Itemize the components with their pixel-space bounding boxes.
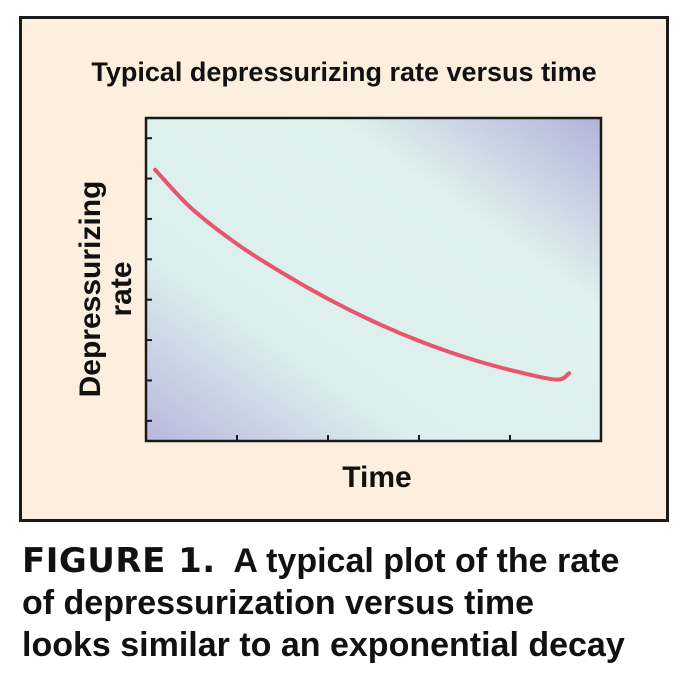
chart-svg bbox=[144, 116, 603, 443]
caption-line-1: FIGURE 1. A typical plot of the rate bbox=[22, 540, 682, 582]
caption-lead: FIGURE 1. bbox=[22, 541, 216, 581]
y-axis-label-line-2: rate bbox=[105, 261, 138, 317]
caption-line-2: of depressurization versus time bbox=[22, 584, 535, 622]
figure-caption: FIGURE 1. A typical plot of the rate of … bbox=[22, 540, 682, 666]
y-axis-label: Depressurizing rate bbox=[74, 159, 138, 419]
y-axis-label-line-1: Depressurizing bbox=[74, 180, 107, 398]
figure-panel: Typical depressurizing rate versus time … bbox=[19, 16, 669, 522]
x-axis-ticks bbox=[145, 435, 602, 441]
series-line bbox=[153, 167, 572, 382]
x-axis-label: Time bbox=[342, 461, 412, 494]
plot-area bbox=[144, 116, 603, 443]
caption-line-3: looks similar to an exponential decay bbox=[22, 626, 625, 664]
chart-title: Typical depressurizing rate versus time bbox=[91, 57, 597, 87]
caption-text-1: A typical plot of the rate bbox=[233, 542, 620, 580]
y-axis-ticks bbox=[146, 137, 152, 422]
